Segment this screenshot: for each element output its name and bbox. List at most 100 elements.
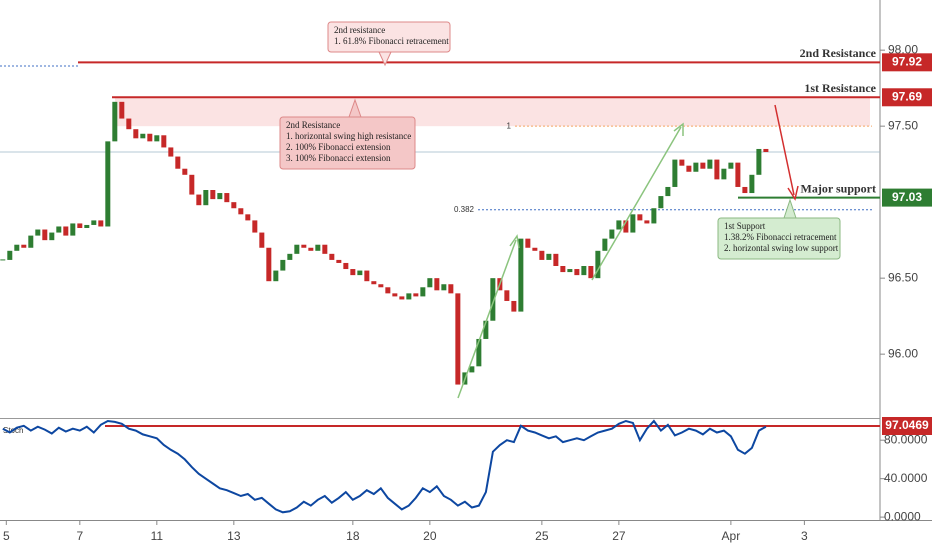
- candle: [546, 253, 552, 260]
- candle: [210, 190, 216, 200]
- candle: [406, 293, 412, 300]
- x-tick-label: 5: [3, 529, 10, 543]
- callout-text: 1. 61.8% Fibonacci retracement: [334, 36, 449, 46]
- candle: [455, 293, 461, 385]
- candle: [609, 229, 615, 239]
- callout-text: 2. horizontal swing low support: [724, 243, 839, 253]
- y-tick-label: 40.0000: [884, 471, 928, 485]
- up-arrow: [457, 239, 517, 399]
- level-name: 1st Resistance: [804, 81, 876, 95]
- stoch-level-label: 97.0469: [885, 418, 929, 432]
- candle: [14, 244, 20, 251]
- candle: [70, 223, 76, 236]
- level-name: Major support: [801, 181, 876, 195]
- candle: [686, 165, 692, 172]
- candle: [616, 220, 622, 230]
- callout-text: 1. horizontal swing high resistance: [286, 131, 411, 141]
- candle: [518, 238, 524, 312]
- y-tick-label: 97.50: [888, 118, 918, 132]
- candle: [28, 235, 34, 248]
- candle: [735, 162, 741, 187]
- x-tick-label: 7: [76, 529, 83, 543]
- arrow-head: [787, 185, 799, 201]
- arrow-head: [509, 234, 520, 249]
- y-tick-label: 96.50: [888, 270, 918, 284]
- x-tick-label: 11: [151, 529, 164, 543]
- candle: [504, 290, 510, 301]
- y-tick-label: 96.00: [888, 346, 918, 360]
- candle: [469, 366, 475, 373]
- candle: [749, 174, 755, 194]
- callout-pointer: [348, 98, 362, 118]
- x-tick-label: 18: [346, 529, 360, 543]
- candle: [693, 162, 699, 172]
- candle: [665, 186, 671, 197]
- candle: [259, 232, 265, 248]
- candle: [707, 159, 713, 169]
- candle: [490, 278, 496, 321]
- candle: [7, 250, 13, 260]
- candle: [63, 226, 69, 236]
- candle: [245, 214, 251, 221]
- candle: [154, 135, 160, 142]
- candle: [637, 214, 643, 221]
- callout-text: 2nd resistance: [334, 25, 385, 35]
- candle: [651, 208, 657, 224]
- candle: [133, 129, 139, 139]
- x-tick-label: 27: [612, 529, 626, 543]
- candle: [168, 147, 174, 157]
- x-tick-label: 20: [423, 529, 437, 543]
- stoch-level-box: [882, 417, 932, 435]
- candle: [203, 190, 209, 206]
- level-box: [882, 188, 932, 207]
- candle: [175, 156, 181, 169]
- candle: [35, 229, 41, 236]
- candle: [623, 220, 629, 233]
- up-arrow: [591, 126, 682, 281]
- candle: [322, 244, 328, 254]
- candle: [56, 226, 62, 233]
- candle: [602, 238, 608, 251]
- candle: [294, 244, 300, 254]
- callout-text: 3. 100% Fibonacci extension: [286, 153, 391, 163]
- candle: [399, 296, 405, 300]
- candle: [672, 159, 678, 187]
- candle: [84, 224, 90, 228]
- candle: [658, 196, 664, 209]
- candle: [266, 247, 272, 282]
- candle: [126, 118, 132, 130]
- candle: [196, 194, 202, 206]
- candle: [98, 220, 104, 227]
- candle: [161, 135, 167, 148]
- callout-text: 2nd Resistance: [286, 120, 340, 130]
- callout-box: [279, 116, 416, 170]
- callout-pointer: [378, 51, 392, 67]
- y-tick-label: 80.0000: [884, 432, 928, 446]
- y-tick-label: 0.0000: [884, 509, 921, 523]
- candle: [182, 168, 188, 175]
- candle: [105, 141, 111, 227]
- candle: [679, 159, 685, 166]
- candle: [392, 293, 398, 297]
- candle: [91, 220, 97, 225]
- candle: [595, 250, 601, 279]
- level-value: 97.69: [892, 89, 922, 103]
- candle: [112, 101, 118, 142]
- candle: [315, 244, 321, 251]
- candle: [140, 133, 146, 139]
- candle: [252, 220, 258, 233]
- candle: [231, 202, 237, 209]
- candle: [350, 269, 356, 276]
- candle: [511, 300, 517, 312]
- candle: [728, 162, 734, 169]
- arrows: [457, 104, 799, 399]
- candle: [525, 238, 531, 248]
- candle: [371, 281, 377, 285]
- x-tick-label: 13: [227, 529, 241, 543]
- down-arrow: [774, 104, 795, 196]
- level-name: 2nd Resistance: [800, 46, 877, 60]
- callout-text: 2. 100% Fibonacci extension: [286, 142, 391, 152]
